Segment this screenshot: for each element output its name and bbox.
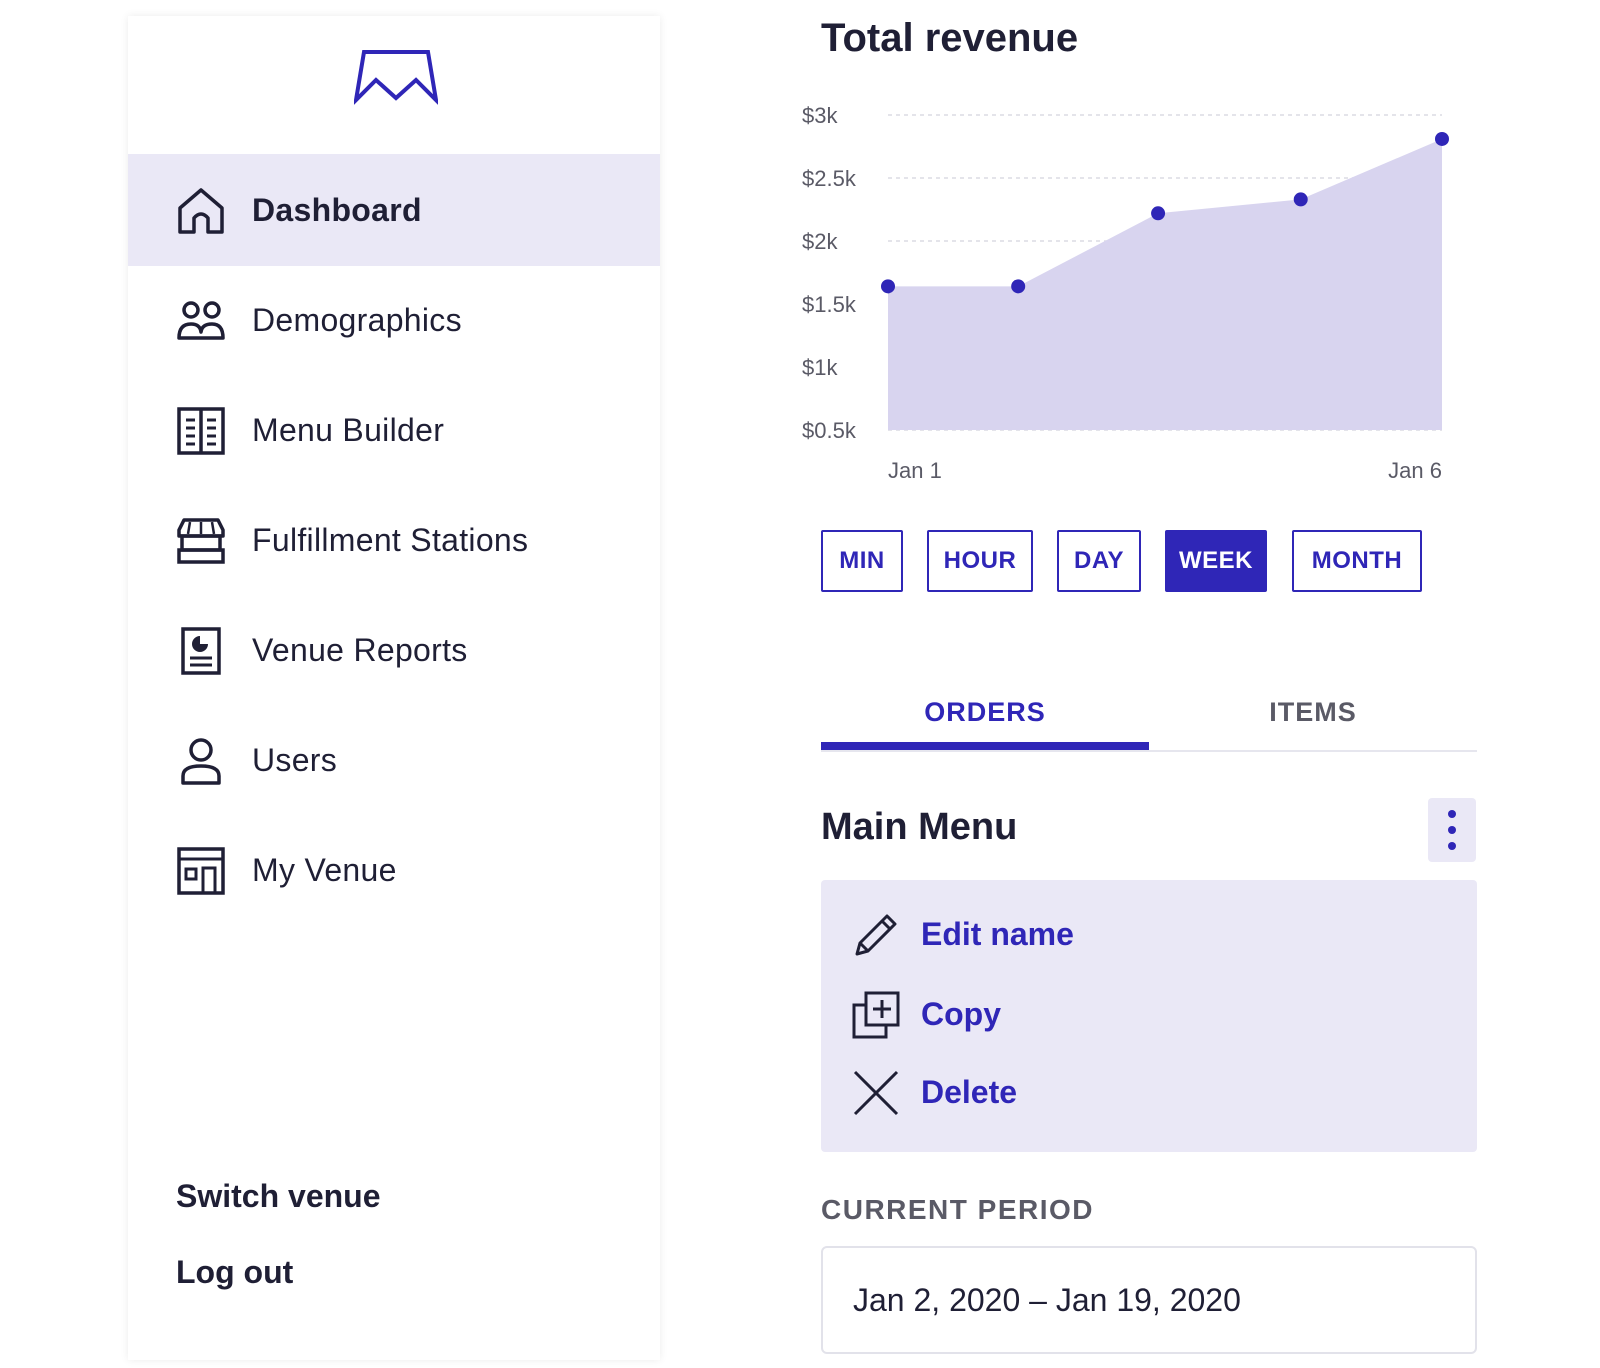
- close-icon: [853, 1070, 899, 1116]
- data-point[interactable]: [1293, 192, 1308, 207]
- users-group-icon: [177, 301, 225, 340]
- range-month-button[interactable]: MONTH: [1292, 530, 1422, 592]
- tab-items[interactable]: ITEMS: [1269, 697, 1357, 727]
- current-period-label: CURRENT PERIOD: [821, 1194, 1095, 1225]
- sidebar-item-users[interactable]: Users: [128, 704, 660, 816]
- delete-action[interactable]: Delete: [821, 1056, 1477, 1128]
- edit-name-action[interactable]: Edit name: [821, 898, 1477, 970]
- sidebar-item-my-venue[interactable]: My Venue: [128, 814, 660, 926]
- sidebar-item-label: My Venue: [252, 852, 397, 888]
- range-min-button[interactable]: MIN: [821, 530, 903, 592]
- sidebar: Dashboard Demographics Menu Builder: [128, 16, 660, 1360]
- y-tick-label: $0.5k: [802, 418, 857, 443]
- x-tick-label: Jan 1: [888, 458, 942, 483]
- storefront-icon: [177, 518, 225, 564]
- period-date-range-field[interactable]: Jan 2, 2020 – Jan 19, 2020: [821, 1246, 1477, 1354]
- section-title: Main Menu: [821, 806, 1018, 848]
- y-tick-label: $3k: [802, 103, 838, 128]
- kebab-dot: [1448, 826, 1456, 834]
- range-hour-button[interactable]: HOUR: [927, 530, 1033, 592]
- building-icon: [177, 847, 225, 895]
- y-tick-label: $2k: [802, 229, 838, 254]
- y-tick-label: $2.5k: [802, 166, 857, 191]
- y-tick-label: $1k: [802, 355, 838, 380]
- data-point[interactable]: [1435, 131, 1449, 146]
- range-day-button[interactable]: DAY: [1057, 530, 1141, 592]
- page-title: Total revenue: [821, 16, 1079, 60]
- copy-action[interactable]: Copy: [821, 978, 1477, 1050]
- data-point[interactable]: [1151, 206, 1166, 221]
- sidebar-item-label: Venue Reports: [252, 632, 468, 668]
- home-icon: [178, 188, 224, 234]
- data-point[interactable]: [1011, 279, 1026, 294]
- copy-plus-icon: [852, 991, 900, 1039]
- tab-active-indicator: [821, 742, 1149, 750]
- pencil-icon: [855, 914, 897, 956]
- revenue-chart: $3k $2.5k $2k $1.5k $1k $0.5k Jan 1 Jan 6: [802, 103, 1449, 483]
- menu-book-icon: [177, 407, 225, 455]
- actions-menu: Edit name Copy Delete: [821, 880, 1477, 1152]
- user-icon: [181, 738, 221, 785]
- sidebar-item-label: Dashboard: [252, 192, 422, 228]
- range-week-button[interactable]: WEEK: [1165, 530, 1267, 592]
- revenue-area: [888, 138, 1442, 430]
- sidebar-item-menu-builder[interactable]: Menu Builder: [128, 374, 660, 486]
- logout-link[interactable]: Log out: [176, 1254, 294, 1290]
- sidebar-item-fulfillment-stations[interactable]: Fulfillment Stations: [128, 484, 660, 596]
- sidebar-item-demographics[interactable]: Demographics: [128, 264, 660, 376]
- sidebar-item-venue-reports[interactable]: Venue Reports: [128, 594, 660, 706]
- more-options-button[interactable]: [1428, 798, 1476, 862]
- y-tick-label: $1.5k: [802, 292, 857, 317]
- crown-logo-icon[interactable]: [354, 46, 438, 106]
- tab-orders[interactable]: ORDERS: [924, 697, 1046, 727]
- switch-venue-link[interactable]: Switch venue: [176, 1178, 381, 1214]
- sidebar-item-dashboard[interactable]: Dashboard: [128, 154, 660, 266]
- sidebar-item-label: Fulfillment Stations: [252, 522, 529, 558]
- report-icon: [181, 627, 221, 675]
- kebab-dot: [1448, 810, 1456, 818]
- action-label: Delete: [921, 1074, 1018, 1110]
- tab-bar: ORDERS ITEMS: [821, 690, 1477, 752]
- period-value: Jan 2, 2020 – Jan 19, 2020: [853, 1282, 1241, 1318]
- sidebar-item-label: Demographics: [252, 302, 462, 338]
- sidebar-item-label: Users: [252, 742, 338, 778]
- sidebar-item-label: Menu Builder: [252, 412, 445, 448]
- action-label: Edit name: [921, 916, 1074, 952]
- action-label: Copy: [921, 996, 1001, 1032]
- data-point[interactable]: [881, 279, 895, 294]
- x-tick-label: Jan 6: [1388, 458, 1442, 483]
- kebab-dot: [1448, 842, 1456, 850]
